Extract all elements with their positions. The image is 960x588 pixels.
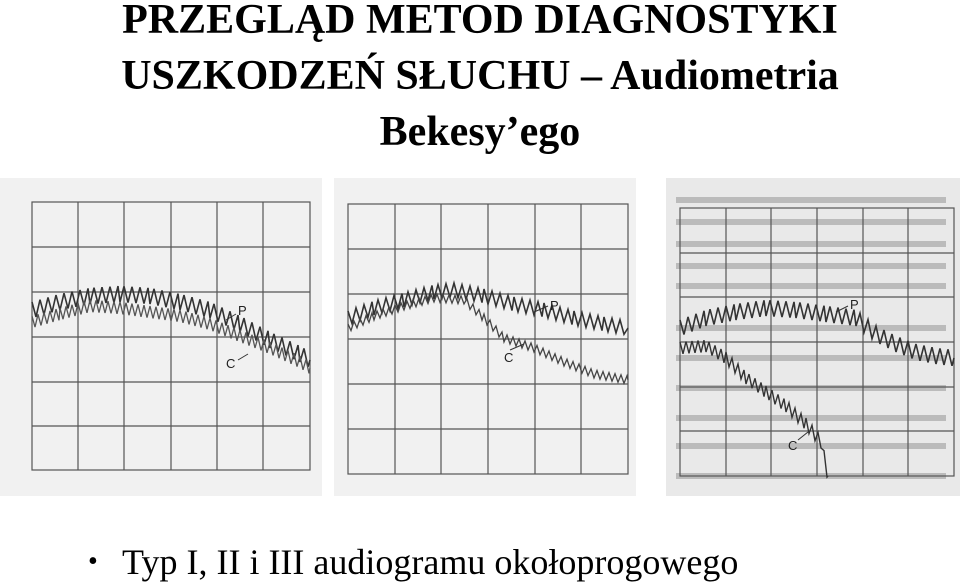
bullet-item: • Typ I, II i III audiogramu okołoprogowe…: [88, 540, 738, 584]
label-p: P: [550, 298, 559, 313]
grid: [31, 201, 311, 471]
trace-continuous: [679, 340, 829, 479]
audiogram-type-3: P C: [666, 178, 960, 496]
label-c: C: [788, 438, 797, 453]
label-p: P: [850, 297, 859, 312]
audiogram-type-2: P C: [334, 178, 636, 496]
audiogram-type-2-figure: P C: [347, 203, 629, 475]
audiogram-type-1-figure: P C: [31, 201, 311, 471]
label-p: P: [238, 303, 247, 318]
grid: [347, 203, 629, 475]
title-line-1: PRZEGLĄD METOD DIAGNOSTYKI: [122, 0, 838, 43]
label-c-leader: [509, 343, 525, 351]
bleed-through-text: [676, 197, 946, 479]
trace-continuous: [347, 292, 629, 386]
audiogram-type-1: P C: [0, 178, 322, 496]
label-p-leader: [533, 305, 549, 313]
slide-title: PRZEGLĄD METOD DIAGNOSTYKI USZKODZEŃ SŁU…: [0, 0, 960, 160]
label-c: C: [504, 350, 513, 365]
label-p-leader: [835, 305, 849, 313]
label-p-leader: [225, 313, 237, 321]
trace-pulsed: [31, 285, 311, 368]
bullet-text: Typ I, II i III audiogramu okołoprogoweg…: [122, 542, 739, 582]
label-c-leader: [797, 431, 809, 441]
title-line-2: USZKODZEŃ SŁUCHU – Audiometria: [121, 53, 839, 99]
label-c-leader: [237, 353, 249, 361]
title-line-3: Bekesy’ego: [379, 109, 581, 155]
trace-pulsed: [679, 300, 955, 366]
bullet-icon: •: [88, 546, 98, 577]
audiogram-type-3-figure: P C: [676, 197, 955, 479]
trace-pulsed: [347, 279, 629, 337]
trace-continuous: [31, 299, 311, 374]
label-c: C: [226, 356, 235, 371]
